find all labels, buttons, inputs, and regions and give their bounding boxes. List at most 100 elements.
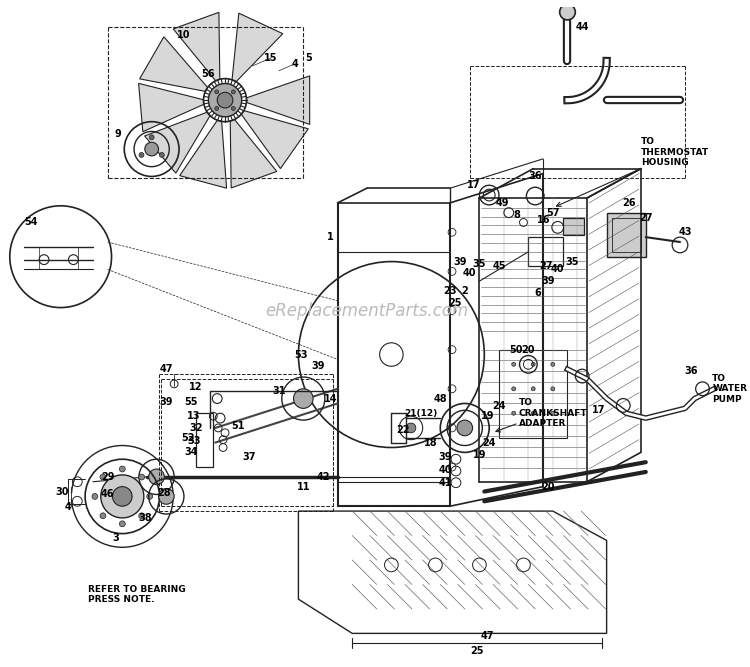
- Circle shape: [112, 487, 132, 506]
- Text: 44: 44: [575, 22, 589, 32]
- Text: 39: 39: [439, 452, 452, 462]
- Text: 52: 52: [181, 433, 194, 443]
- Circle shape: [217, 92, 232, 108]
- Circle shape: [92, 494, 98, 500]
- Text: 28: 28: [158, 488, 171, 498]
- Polygon shape: [145, 112, 210, 173]
- Circle shape: [209, 83, 242, 117]
- Circle shape: [148, 469, 164, 485]
- Text: TO
CRANKSHAFT
ADAPTER: TO CRANKSHAFT ADAPTER: [518, 398, 587, 428]
- Text: 34: 34: [184, 448, 197, 458]
- Circle shape: [232, 107, 236, 111]
- Text: 35: 35: [472, 259, 486, 269]
- Text: 27: 27: [639, 213, 652, 223]
- Text: 1: 1: [327, 232, 334, 242]
- Circle shape: [147, 494, 153, 500]
- Text: 43: 43: [678, 227, 692, 237]
- Text: 14: 14: [324, 394, 338, 404]
- Text: 35: 35: [566, 257, 579, 267]
- Text: 5: 5: [304, 53, 311, 63]
- Bar: [607, 213, 646, 257]
- Text: 39: 39: [311, 362, 325, 372]
- Text: 29: 29: [101, 472, 115, 482]
- Text: 55: 55: [184, 396, 197, 406]
- Text: 40: 40: [551, 264, 565, 274]
- Text: 6: 6: [535, 288, 542, 298]
- Bar: [562, 217, 584, 235]
- Circle shape: [119, 521, 125, 527]
- Text: 11: 11: [296, 482, 310, 492]
- Text: 19: 19: [481, 411, 494, 421]
- Text: TO
THERMOSTAT
HOUSING: TO THERMOSTAT HOUSING: [640, 137, 709, 167]
- Text: 39: 39: [542, 276, 555, 286]
- Text: 41: 41: [439, 478, 452, 488]
- Text: TO
WATER
PUMP: TO WATER PUMP: [712, 374, 747, 404]
- Text: 45: 45: [492, 261, 506, 271]
- Circle shape: [160, 153, 164, 157]
- Text: 36: 36: [529, 171, 542, 181]
- Text: 47: 47: [160, 364, 173, 374]
- Text: 2: 2: [461, 286, 468, 296]
- Text: 40: 40: [463, 268, 476, 278]
- Circle shape: [119, 466, 125, 472]
- Text: 57: 57: [546, 207, 560, 217]
- Polygon shape: [140, 37, 208, 91]
- Polygon shape: [139, 83, 204, 131]
- Polygon shape: [180, 120, 226, 188]
- Polygon shape: [242, 111, 308, 169]
- Circle shape: [293, 389, 313, 408]
- Bar: [611, 217, 640, 252]
- Circle shape: [232, 90, 236, 94]
- Text: 42: 42: [316, 472, 330, 482]
- Text: 49: 49: [495, 198, 508, 208]
- Circle shape: [531, 412, 536, 415]
- Text: 20: 20: [521, 345, 535, 355]
- Text: 54: 54: [25, 217, 38, 227]
- Text: 17: 17: [466, 180, 480, 190]
- Text: 36: 36: [684, 366, 698, 376]
- Circle shape: [406, 423, 416, 433]
- Text: 24: 24: [482, 438, 496, 448]
- Circle shape: [531, 362, 536, 366]
- Circle shape: [550, 412, 555, 415]
- Circle shape: [550, 387, 555, 391]
- Text: 51: 51: [231, 421, 244, 431]
- Polygon shape: [173, 12, 220, 81]
- Text: REFER TO BEARING
PRESS NOTE.: REFER TO BEARING PRESS NOTE.: [88, 584, 186, 604]
- Text: 23: 23: [443, 286, 457, 296]
- Text: 24: 24: [492, 402, 506, 412]
- Circle shape: [139, 513, 145, 519]
- Text: 53: 53: [295, 350, 308, 360]
- Circle shape: [512, 387, 516, 391]
- Circle shape: [560, 4, 575, 20]
- Text: 56: 56: [202, 69, 215, 79]
- Text: 18: 18: [424, 438, 437, 448]
- Circle shape: [139, 474, 145, 480]
- Text: 40: 40: [439, 465, 452, 475]
- Bar: [196, 414, 213, 467]
- Text: 26: 26: [622, 198, 636, 208]
- Text: 13: 13: [187, 411, 200, 421]
- Circle shape: [100, 475, 144, 518]
- Circle shape: [550, 362, 555, 366]
- Text: 25: 25: [448, 297, 462, 307]
- Text: 27: 27: [539, 261, 553, 271]
- Text: 19: 19: [472, 450, 486, 460]
- Text: eReplacementParts.com: eReplacementParts.com: [266, 301, 469, 319]
- Circle shape: [158, 489, 174, 504]
- Text: 39: 39: [160, 396, 173, 406]
- Text: 15: 15: [264, 53, 278, 63]
- Text: 38: 38: [138, 513, 152, 523]
- Circle shape: [214, 90, 219, 94]
- Circle shape: [100, 513, 106, 519]
- Polygon shape: [247, 76, 310, 125]
- Text: 39: 39: [453, 257, 466, 267]
- Circle shape: [457, 420, 472, 436]
- Text: 9: 9: [114, 129, 121, 139]
- Circle shape: [512, 362, 516, 366]
- Text: 12: 12: [189, 382, 202, 392]
- Circle shape: [145, 142, 158, 156]
- Polygon shape: [232, 13, 283, 81]
- Text: 50: 50: [509, 345, 523, 355]
- Text: 30: 30: [56, 486, 69, 496]
